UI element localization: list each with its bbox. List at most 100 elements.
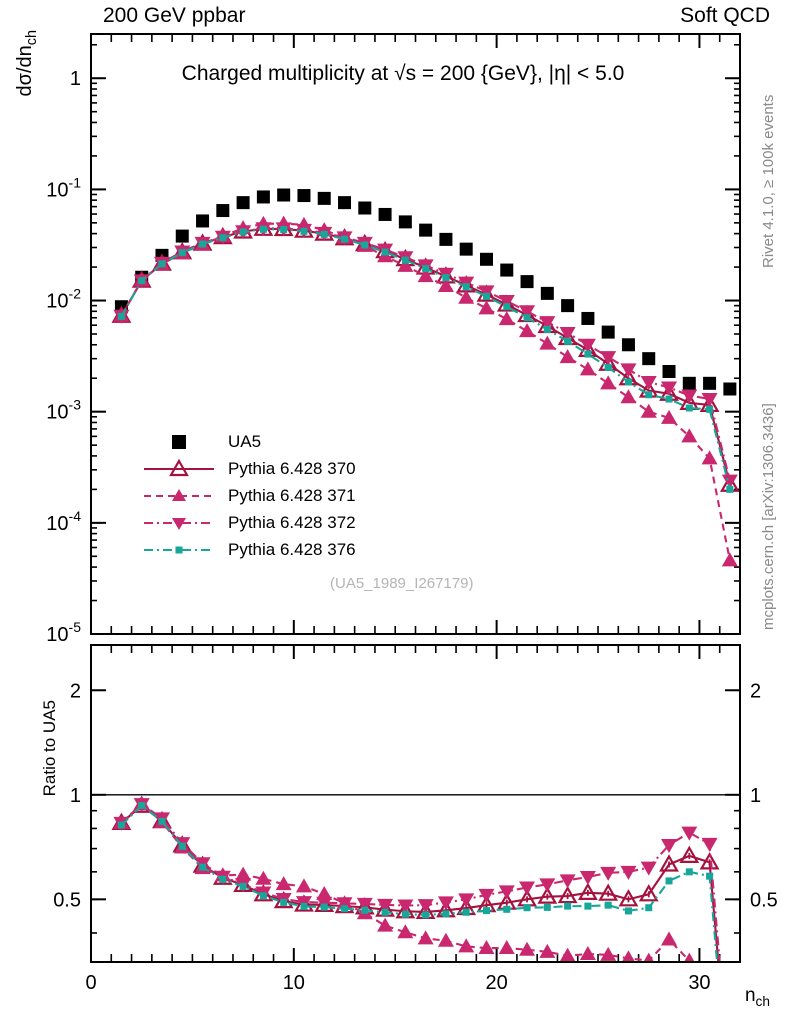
data-point bbox=[219, 875, 227, 883]
data-point bbox=[681, 826, 698, 841]
data-point bbox=[320, 903, 328, 911]
data-point bbox=[685, 404, 693, 412]
data-point bbox=[600, 946, 617, 961]
data-point bbox=[437, 896, 454, 911]
data-point bbox=[721, 474, 738, 489]
legend-key-open-triangle-up-solidline bbox=[140, 458, 218, 480]
x-axis-label-text: n bbox=[744, 985, 756, 1006]
series-group bbox=[111, 795, 721, 961]
data-point bbox=[640, 375, 657, 390]
data-point bbox=[543, 325, 551, 333]
data-point bbox=[706, 405, 714, 413]
data-point bbox=[579, 945, 596, 960]
data-point bbox=[645, 904, 653, 912]
data-point bbox=[584, 902, 592, 910]
data-point bbox=[401, 256, 409, 264]
data-point bbox=[519, 941, 536, 956]
y-tick-label: 10-1 bbox=[46, 174, 81, 201]
data-point bbox=[564, 902, 572, 910]
data-point bbox=[598, 883, 619, 901]
data-point bbox=[706, 872, 714, 880]
data-point bbox=[397, 899, 414, 914]
data-point bbox=[482, 292, 490, 300]
data-point bbox=[256, 190, 270, 204]
data-point bbox=[219, 234, 227, 242]
data-point bbox=[519, 305, 536, 320]
y-axis-label-ratio: Ratio to UA5 bbox=[40, 700, 59, 797]
data-point bbox=[661, 409, 678, 424]
data-point bbox=[577, 882, 598, 900]
data-point bbox=[378, 207, 392, 221]
data-point bbox=[458, 893, 475, 908]
data-point bbox=[235, 866, 252, 881]
ratio-panel: 0.5 0.51 12 20 10 20 30 bbox=[53, 644, 778, 994]
y-tick-label-right: 1 bbox=[750, 785, 761, 807]
data-point bbox=[401, 910, 409, 918]
data-point bbox=[377, 917, 394, 932]
x-tick-label: 20 bbox=[486, 972, 508, 994]
data-point bbox=[661, 931, 678, 946]
data-point bbox=[417, 899, 434, 914]
data-point bbox=[679, 845, 700, 863]
data-point bbox=[294, 894, 314, 912]
data-point bbox=[579, 338, 596, 353]
legend-key-filled-triangle-down-dashdotline bbox=[140, 512, 218, 534]
y-tick-label: 1 bbox=[70, 785, 81, 807]
data-point bbox=[417, 268, 434, 283]
data-point bbox=[138, 801, 146, 809]
data-point bbox=[701, 450, 718, 465]
header-right-category-label: Soft QCD bbox=[680, 4, 770, 27]
data-point bbox=[604, 363, 612, 371]
data-point bbox=[297, 189, 311, 203]
data-point bbox=[519, 881, 536, 896]
data-point bbox=[600, 375, 617, 390]
data-point bbox=[356, 897, 373, 912]
data-point bbox=[422, 265, 430, 273]
header-left-beam-label: 200 GeV ppbar bbox=[103, 4, 246, 27]
data-point bbox=[638, 884, 659, 902]
data-point bbox=[459, 242, 473, 256]
data-point bbox=[640, 861, 657, 876]
mcplots-source-label: mcplots.cern.ch [arXiv:1306.3436] bbox=[760, 403, 777, 630]
data-point bbox=[320, 230, 328, 238]
data-point bbox=[458, 289, 475, 304]
data-point bbox=[624, 378, 632, 386]
data-point bbox=[537, 886, 558, 904]
data-point bbox=[216, 204, 230, 218]
data-point bbox=[543, 903, 551, 911]
y-tick-label-right: 2 bbox=[750, 680, 761, 702]
y-tick-label-right: 0.5 bbox=[750, 889, 778, 911]
data-point bbox=[682, 376, 696, 390]
data-point bbox=[559, 327, 576, 342]
data-point bbox=[661, 838, 678, 853]
y-axis-label-main-text: dσ/dn bbox=[14, 45, 36, 97]
data-point bbox=[681, 389, 698, 404]
data-point bbox=[381, 908, 389, 916]
data-point bbox=[540, 286, 554, 300]
legend-label: Pythia 6.428 376 bbox=[228, 539, 356, 559]
data-point bbox=[721, 552, 738, 567]
legend-item: Pythia 6.428 372 bbox=[140, 509, 356, 536]
data-point bbox=[442, 274, 450, 282]
data-point bbox=[624, 907, 632, 915]
data-point bbox=[300, 227, 308, 235]
data-point bbox=[600, 866, 617, 881]
data-point bbox=[665, 877, 673, 885]
data-point bbox=[462, 283, 470, 291]
data-point bbox=[439, 232, 453, 246]
data-point bbox=[341, 905, 349, 913]
x-tick-label: 30 bbox=[688, 972, 710, 994]
data-point bbox=[158, 260, 166, 268]
data-point bbox=[117, 821, 125, 829]
data-point bbox=[280, 225, 288, 233]
data-point bbox=[620, 363, 637, 378]
data-point bbox=[519, 323, 536, 338]
rivet-version-label: Rivet 4.1.0, ≥ 100k events bbox=[760, 94, 777, 268]
data-point bbox=[273, 890, 294, 909]
data-point bbox=[178, 249, 186, 257]
data-point bbox=[236, 196, 250, 210]
data-point bbox=[275, 876, 292, 891]
data-point bbox=[398, 215, 412, 229]
data-point bbox=[478, 285, 495, 300]
